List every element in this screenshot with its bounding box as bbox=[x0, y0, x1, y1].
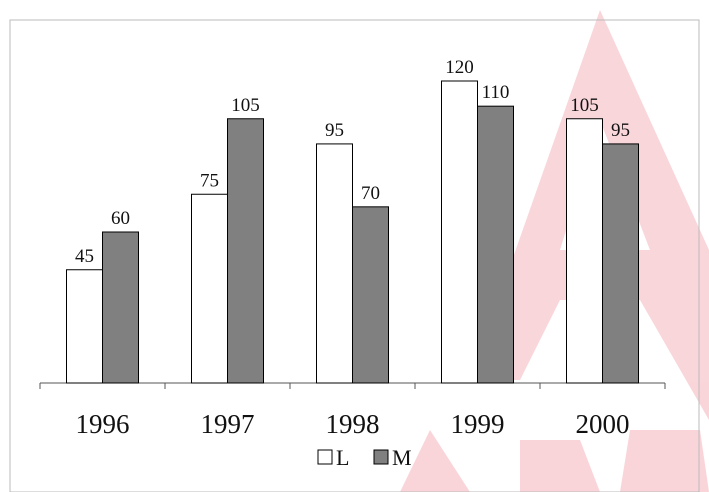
x-tick-label: 1998 bbox=[326, 409, 380, 439]
data-label: 105 bbox=[231, 95, 260, 116]
bar bbox=[66, 269, 103, 384]
bar bbox=[352, 206, 389, 384]
legend-swatch bbox=[373, 449, 389, 465]
x-tick-label: 1996 bbox=[76, 409, 130, 439]
legend-label: L bbox=[336, 445, 349, 470]
bar bbox=[191, 193, 228, 384]
data-label: 95 bbox=[325, 120, 344, 141]
bar bbox=[566, 118, 603, 384]
data-label: 45 bbox=[75, 246, 94, 267]
data-label: 95 bbox=[611, 120, 630, 141]
x-tick-label: 1997 bbox=[201, 409, 255, 439]
x-tick-label: 1999 bbox=[451, 409, 505, 439]
chart-frame bbox=[9, 19, 700, 492]
bar bbox=[227, 118, 264, 384]
bar bbox=[102, 231, 139, 384]
x-tick-label: 2000 bbox=[576, 409, 630, 439]
bar bbox=[477, 105, 514, 384]
data-label: 110 bbox=[482, 82, 510, 103]
bar bbox=[602, 143, 639, 384]
data-label: 60 bbox=[111, 208, 130, 229]
data-label: 105 bbox=[570, 95, 599, 116]
legend-label: M bbox=[392, 445, 412, 470]
bar bbox=[441, 80, 478, 384]
bar bbox=[316, 143, 353, 384]
data-label: 75 bbox=[200, 170, 219, 191]
legend-swatch bbox=[317, 449, 333, 465]
data-label: 70 bbox=[361, 183, 380, 204]
watermark bbox=[400, 10, 709, 492]
data-label: 120 bbox=[445, 57, 474, 78]
